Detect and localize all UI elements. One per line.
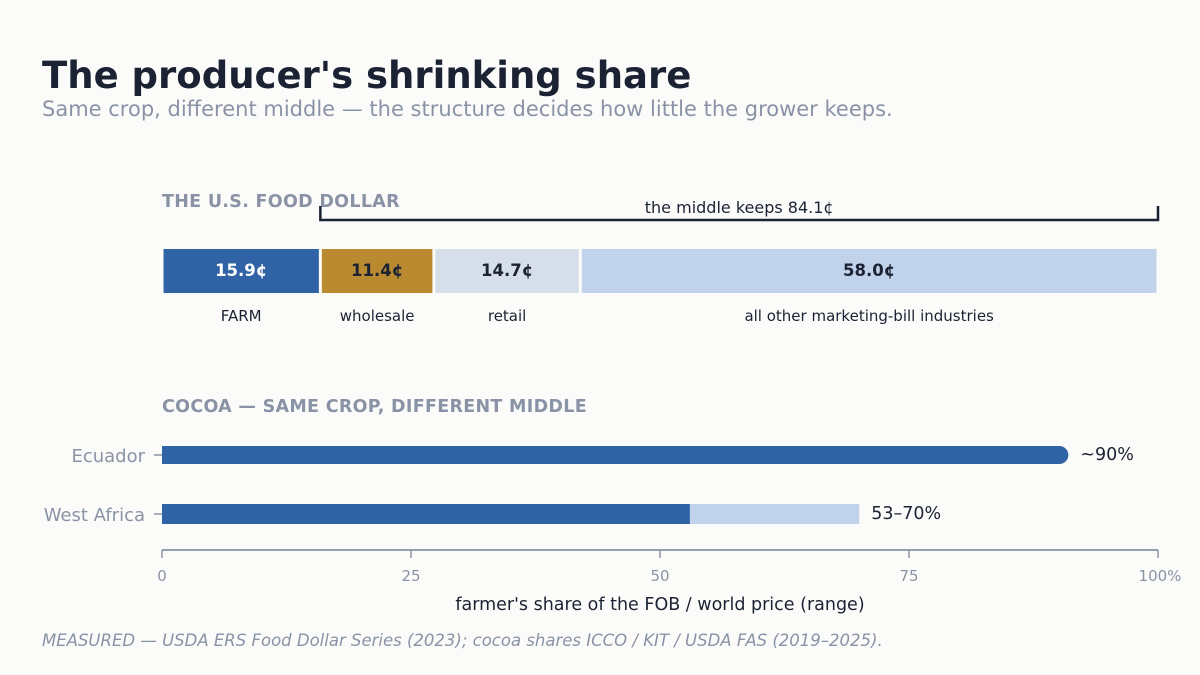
x-axis-title: farmer's share of the FOB / world price …	[455, 595, 864, 615]
value-label-west-africa: 53–70%	[871, 504, 941, 524]
middle-bracket	[319, 206, 1160, 222]
page-title: The producer's shrinking share	[42, 54, 692, 97]
food-dollar-stack: 15.9¢ FARM 11.4¢ wholesale 14.7¢ retail 58.0¢ a…	[163, 249, 1157, 325]
segment-farm	[163, 249, 319, 293]
bar-west-africa	[162, 504, 690, 524]
x-tick-label-0: 0	[157, 567, 167, 585]
bracket-line	[319, 206, 1160, 222]
y-label-west-africa: West Africa	[44, 505, 145, 526]
segment-label-farm: FARM	[221, 307, 262, 325]
x-tick-label-25: 25	[401, 567, 420, 585]
cocoa-bars: Ecuador ~90% West Africa 53–70%	[44, 445, 1134, 526]
source-note: MEASURED — USDA ERS Food Dollar Series (…	[42, 631, 883, 650]
page-subtitle: Same crop, different middle — the struct…	[42, 97, 893, 121]
segment-value-retail: 14.7¢	[481, 261, 533, 280]
segment-wholesale	[321, 249, 433, 293]
x-axis: 0 25 50 75 100%	[157, 549, 1182, 585]
segment-label-retail: retail	[488, 307, 526, 325]
segment-label-wholesale: wholesale	[340, 307, 415, 325]
food-dollar-title: THE U.S. FOOD DOLLAR	[162, 192, 400, 212]
segment-retail	[435, 249, 579, 293]
cocoa-title: COCOA — SAME CROP, DIFFERENT MIDDLE	[162, 397, 587, 417]
x-tick-label-100: 100%	[1139, 567, 1182, 585]
middle-bracket-label: the middle keeps 84.1¢	[645, 198, 834, 217]
segment-value-wholesale: 11.4¢	[351, 261, 403, 280]
segment-value-farm: 15.9¢	[215, 261, 267, 280]
value-label-ecuador: ~90%	[1080, 445, 1134, 465]
bar-ecuador	[162, 446, 1069, 464]
segment-label-other: all other marketing-bill industries	[744, 307, 994, 325]
x-tick-label-50: 50	[650, 567, 669, 585]
segment-other	[581, 249, 1157, 293]
y-label-ecuador: Ecuador	[71, 446, 145, 467]
segment-value-other: 58.0¢	[843, 261, 895, 280]
x-tick-label-75: 75	[899, 567, 918, 585]
